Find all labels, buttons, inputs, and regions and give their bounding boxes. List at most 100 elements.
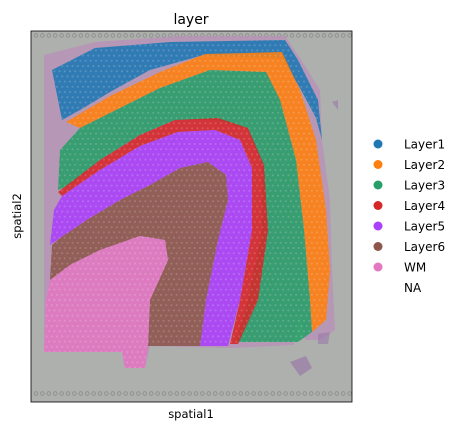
spot-texture-dot (253, 44, 256, 47)
spot-texture-dot (222, 148, 225, 151)
spot-texture-dot (183, 153, 186, 156)
spot-texture-dot (297, 309, 300, 312)
spot-texture-dot (102, 272, 105, 276)
spot-texture-dot (295, 231, 298, 234)
spot-texture-dot (258, 324, 261, 328)
spot-texture-dot (136, 90, 139, 94)
spot-texture-dot (55, 75, 59, 78)
spot-texture-dot (297, 122, 300, 125)
spot-texture-dot (76, 324, 79, 328)
fiducial-dot (334, 391, 339, 396)
spot-texture-dot (115, 184, 118, 187)
spot-texture-dot (204, 163, 207, 166)
spot-texture-dot (63, 174, 66, 177)
spot-texture-dot (292, 153, 295, 156)
spot-texture-dot (230, 132, 233, 135)
spot-texture-dot (217, 241, 220, 244)
spot-texture-dot (157, 330, 160, 333)
spot-texture-dot (209, 70, 212, 73)
spot-texture-dot (201, 116, 204, 120)
spot-texture-dot (89, 184, 92, 187)
spot-texture-dot (258, 241, 261, 244)
spot-texture-dot (313, 267, 316, 270)
spot-texture-dot (136, 350, 139, 354)
spot-texture-dot (89, 226, 92, 229)
spot-texture-dot (141, 309, 144, 312)
spot-texture-dot (193, 111, 196, 114)
spot-texture-dot (261, 288, 264, 291)
spot-texture-dot (217, 324, 220, 328)
spot-texture-dot (222, 137, 225, 140)
spot-texture-dot (263, 231, 267, 234)
spot-texture-dot (198, 153, 202, 156)
spot-texture-dot (253, 116, 256, 120)
spot-texture-dot (149, 158, 152, 161)
spot-texture-dot (315, 116, 319, 120)
spot-texture-dot (227, 231, 230, 234)
spot-texture-dot (61, 200, 64, 203)
spot-texture-dot (100, 319, 103, 322)
spot-texture-dot (89, 174, 92, 177)
spot-texture-dot (214, 153, 217, 156)
spot-texture-dot (235, 246, 238, 250)
spot-texture-dot (261, 194, 264, 198)
spot-texture-dot (89, 319, 92, 322)
spot-texture-dot (308, 101, 311, 104)
spot-texture-dot (276, 174, 280, 177)
spot-texture-dot (217, 262, 220, 265)
spot-texture-dot (209, 288, 212, 291)
spot-texture-dot (201, 241, 204, 244)
spot-texture-dot (139, 106, 142, 109)
spot-texture-dot (149, 85, 152, 88)
spot-texture-dot (201, 335, 204, 338)
spot-texture-dot (308, 288, 311, 291)
spot-texture-dot (253, 137, 256, 140)
spot-texture-dot (76, 231, 79, 234)
spot-texture-dot (214, 298, 217, 302)
spot-texture-dot (165, 85, 168, 88)
fiducial-dot (84, 391, 90, 396)
spot-texture-dot (191, 168, 194, 172)
spot-texture-dot (292, 246, 295, 250)
spot-texture-dot (136, 246, 139, 250)
spot-texture-dot (237, 335, 241, 338)
spot-texture-dot (61, 293, 64, 296)
spot-texture-dot (152, 288, 155, 291)
spot-texture-dot (172, 153, 176, 156)
spot-texture-dot (318, 267, 321, 270)
spot-texture-dot (110, 174, 113, 177)
spot-texture-dot (71, 106, 74, 109)
spot-texture-dot (183, 288, 186, 291)
spot-texture-dot (172, 278, 176, 281)
spot-texture-dot (92, 262, 95, 265)
spot-texture-dot (74, 205, 77, 208)
spot-texture-dot (279, 137, 282, 140)
spot-texture-dot (170, 304, 173, 307)
fiducial-dot (104, 33, 109, 38)
fiducial-dot (270, 391, 275, 396)
spot-texture-dot (263, 210, 267, 213)
spot-texture-dot (224, 319, 228, 322)
spot-texture-dot (146, 309, 150, 312)
spot-texture-dot (295, 293, 298, 296)
spot-texture-dot (131, 163, 134, 166)
spot-texture-dot (100, 132, 103, 135)
spot-texture-dot (295, 96, 298, 99)
spot-texture-dot (113, 283, 116, 286)
spot-texture-dot (188, 226, 191, 229)
spot-texture-dot (245, 174, 248, 177)
spot-texture-dot (139, 168, 142, 172)
spot-texture-dot (152, 59, 155, 62)
spot-texture-dot (162, 59, 165, 62)
spot-texture-dot (170, 85, 173, 88)
spot-texture-dot (305, 200, 308, 203)
spot-texture-dot (167, 132, 170, 135)
spot-texture-dot (276, 309, 280, 312)
spot-texture-dot (170, 324, 173, 328)
spot-texture-dot (61, 85, 64, 88)
spot-texture-dot (159, 54, 163, 57)
spot-texture-dot (279, 252, 282, 255)
spot-texture-dot (131, 288, 134, 291)
spot-texture-dot (235, 330, 238, 333)
